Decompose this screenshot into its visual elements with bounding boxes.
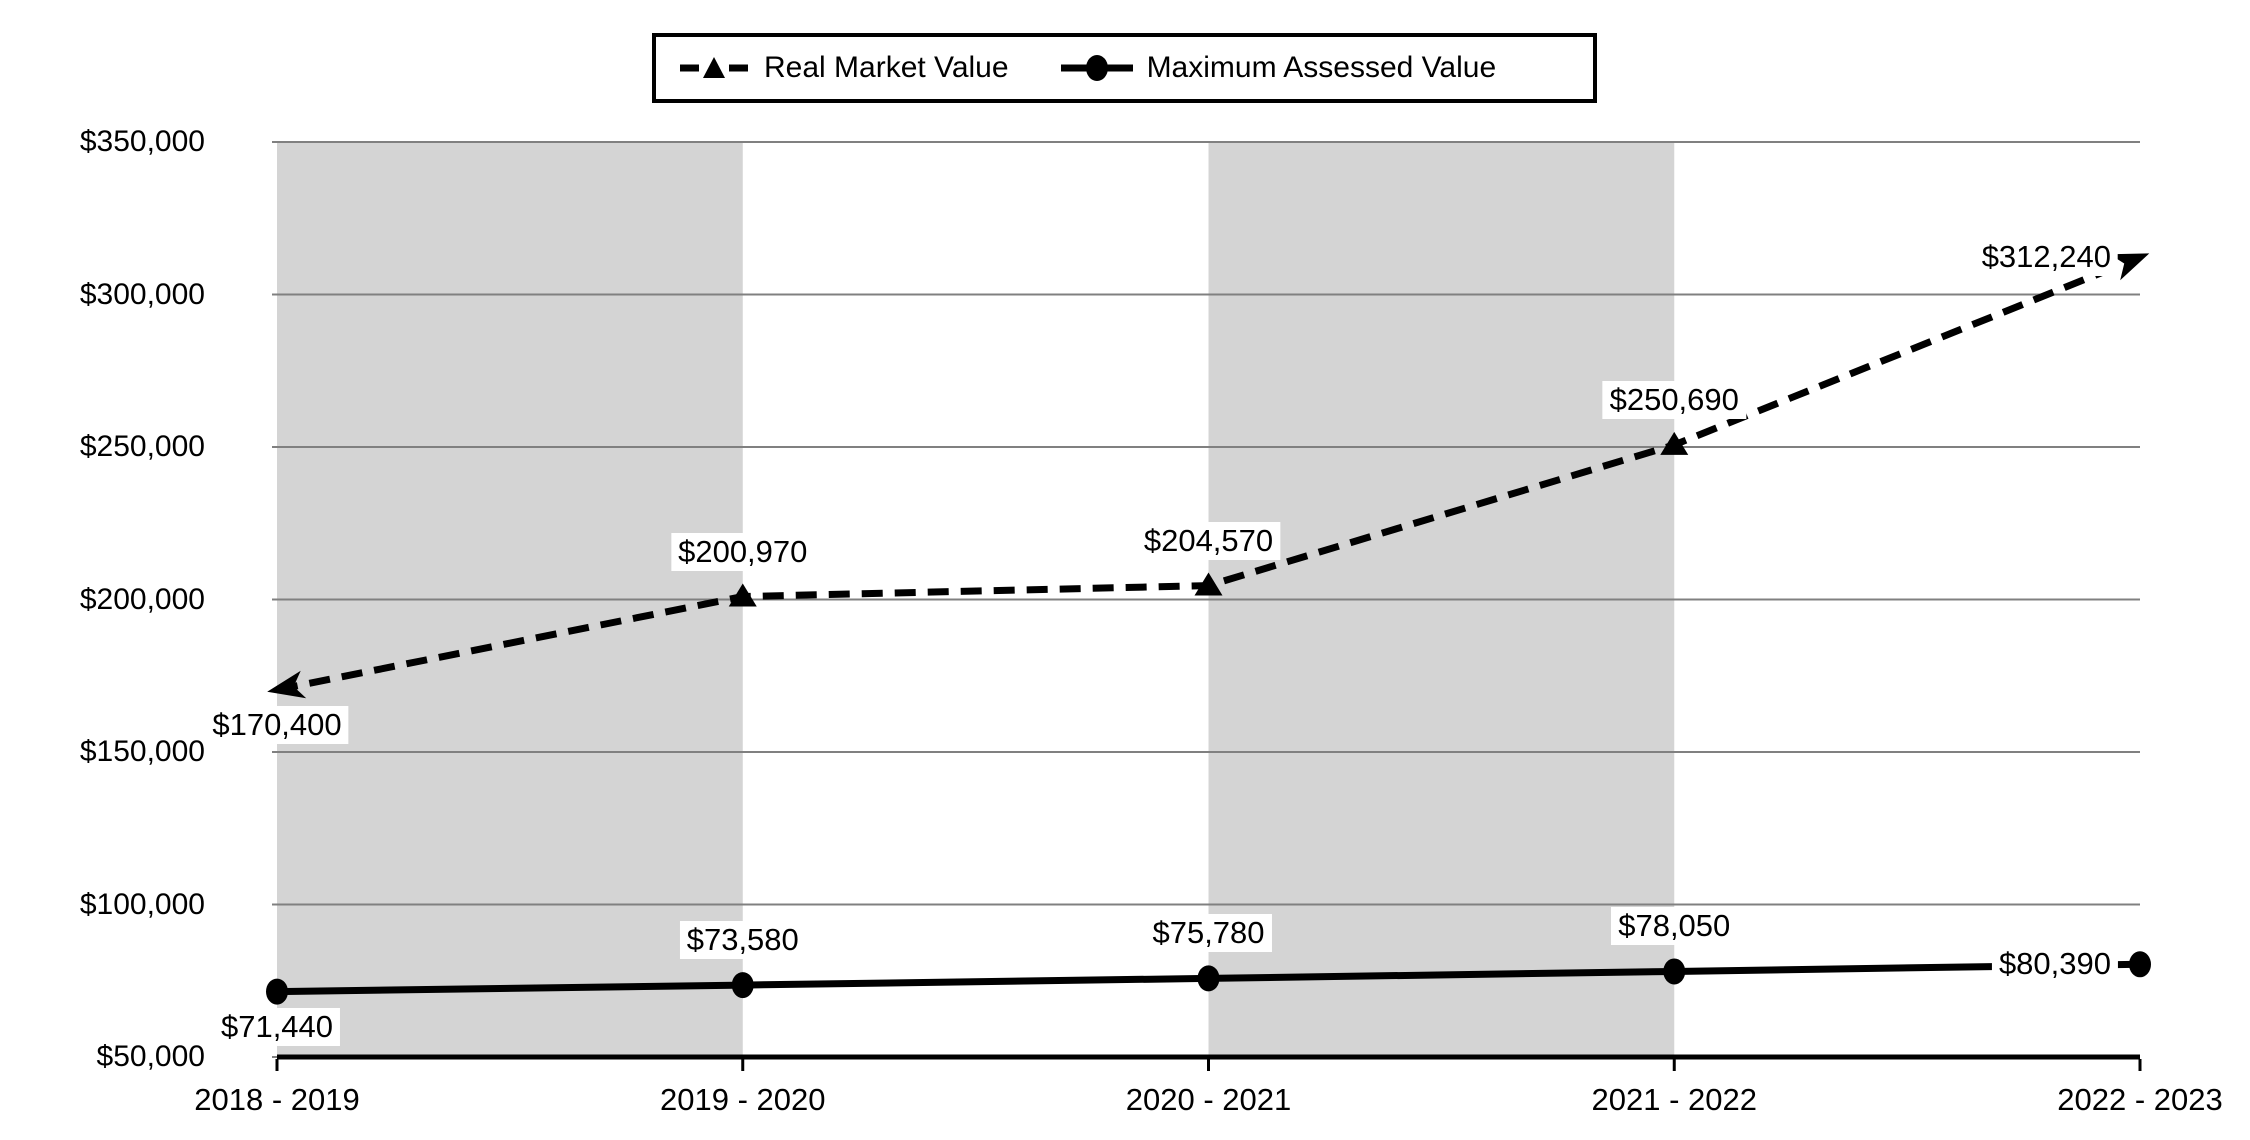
arrowhead-marker [2109,253,2150,281]
circle-marker [266,978,288,1005]
legend-label-maximum-assessed-value: Maximum Assessed Value [1146,51,1497,84]
triangle-marker [1660,431,1689,455]
arrowhead-marker [267,670,307,699]
dashed-line-triangle-icon [680,57,748,78]
circle-marker [2129,951,2151,978]
legend: Real Market Value Maximum Assessed Value [652,33,1597,103]
triangle-marker [1194,572,1223,596]
circle-marker [1663,958,1686,985]
circle-marker [731,972,754,999]
triangle-marker [728,583,757,607]
legend-item-maximum-assessed-value: Maximum Assessed Value [1060,51,1497,85]
solid-line-circle-icon [1060,55,1133,81]
legend-label-real-market-value: Real Market Value [764,51,1009,84]
legend-item-real-market-value: Real Market Value [678,51,1009,85]
circle-marker [1197,965,1220,992]
